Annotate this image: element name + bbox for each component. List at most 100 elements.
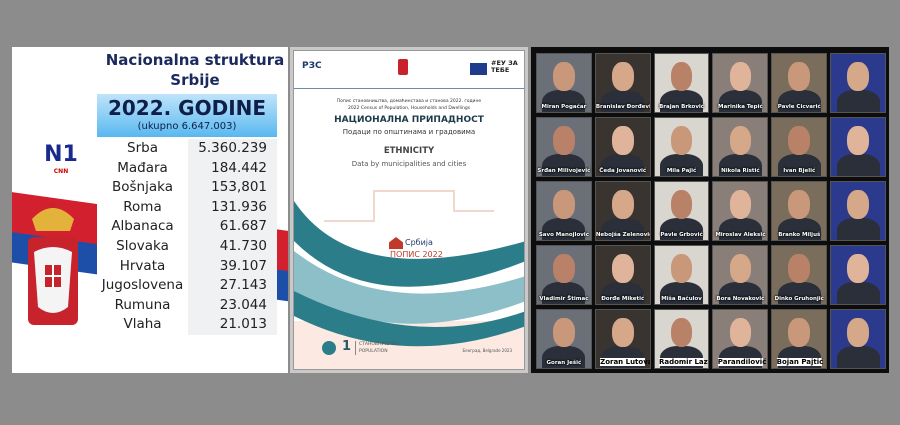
person-photo: Miša Bačulov	[653, 245, 710, 305]
person-face-icon	[729, 318, 752, 348]
desc-sr: Подаци по општинама и градовима	[342, 128, 476, 136]
table-row: Rumuna 23.044	[97, 295, 277, 316]
person-face-icon	[611, 254, 634, 284]
table-row: Mađara 184.442	[97, 158, 277, 179]
person-name: Zoran Lutovac	[600, 358, 650, 366]
eu-tag: #ЕУ ЗА ТЕБЕ	[491, 59, 518, 74]
photo-grid: Miran Pogačar Branislav Đorđević Brajan Br…	[536, 53, 886, 369]
wave-decoration	[294, 190, 524, 369]
table-row: Albanaca 61.687	[97, 217, 277, 237]
person-photo: Zoran Lutovac	[594, 309, 651, 369]
ethnicity-label: Rumuna	[97, 295, 188, 316]
person-body	[777, 89, 821, 112]
person-name: Mila Pajić	[666, 168, 697, 174]
document-page: РЗС #ЕУ ЗА ТЕБЕ Попис становништва, дома…	[293, 50, 525, 370]
title-en: ETHNICITY	[383, 146, 435, 156]
ethnicity-count: 39.107	[188, 256, 277, 277]
n1-logo: N1 CNN	[40, 142, 82, 184]
person-body	[601, 89, 645, 112]
person-face-icon	[847, 254, 869, 284]
person-body	[601, 281, 645, 304]
table-row: Jugoslovena 27.143	[97, 276, 277, 296]
table-row: Hrvata 39.107	[97, 256, 277, 277]
person-photo: Branko Miljuš	[771, 181, 828, 241]
person-photo: Mila Pajić	[653, 117, 710, 177]
person-name: Nikola Ristić	[721, 168, 760, 174]
ethnicity-count: 131.936	[188, 197, 277, 218]
person-name: Radomir Lazović	[658, 358, 708, 366]
eu-flag-icon	[470, 63, 487, 75]
ethnicity-label: Vlaha	[97, 315, 188, 335]
person-name: Miroslav Aleksić	[715, 232, 766, 238]
person-photo: Bojan Pajtić	[771, 309, 828, 369]
person-face-icon	[788, 126, 810, 156]
table-row: Srba 5.360.239	[97, 139, 277, 159]
person-photo: Dinko Gruhonjić	[771, 245, 828, 305]
brand-bottom: ПОПИС 2022	[390, 250, 443, 259]
population-icon	[322, 341, 336, 355]
brand-top: Србија	[405, 238, 433, 247]
ethnicity-count: 27.143	[188, 276, 277, 296]
person-face-icon	[611, 318, 634, 348]
person-face-icon	[553, 62, 575, 92]
person-face-icon	[553, 126, 575, 156]
person-body	[542, 217, 586, 240]
person-face-icon	[611, 126, 634, 156]
person-body	[660, 217, 704, 240]
year-header: 2022. GODINE (ukupno 6.647.003)	[97, 94, 277, 137]
person-name: Dinko Gruhonjić	[774, 296, 824, 302]
person-photo: Radomir Lazović	[653, 309, 710, 369]
rzs-logo: РЗС	[302, 61, 322, 71]
person-face-icon	[670, 126, 693, 156]
person-photo: Bora Novaković	[712, 245, 769, 305]
ethnicity-label: Hrvata	[97, 256, 188, 277]
person-face-icon	[611, 62, 634, 92]
person-face-icon	[729, 254, 752, 284]
person-body	[660, 153, 704, 176]
person-name: Bojan Pajtić	[776, 358, 824, 366]
person-photo: Vladimir Štimac	[536, 245, 592, 305]
person-photo: Miran Pogačar	[536, 53, 592, 113]
person-name: Brajan Brković	[659, 104, 705, 110]
person-face-icon	[788, 254, 810, 284]
ethnicity-count: 184.442	[188, 158, 277, 179]
person-face-icon	[729, 126, 752, 156]
person-body	[777, 153, 821, 176]
person-photo: Čeda Jovanović	[594, 117, 651, 177]
person-photo: Nikola Ristić	[712, 117, 769, 177]
person-face-icon	[729, 190, 752, 220]
person-name: Marinika Tepić	[718, 104, 763, 110]
person-photo: Branislav Đorđević	[594, 53, 651, 113]
person-body	[542, 153, 586, 176]
person-body	[777, 217, 821, 240]
census-infographic-panel: N1 CNN Nacionalna struktura Srbije 2022.…	[12, 47, 288, 373]
person-photo: Savo Manojlović	[536, 181, 592, 241]
person-face-icon	[788, 190, 810, 220]
desc-en: Data by municipalities and cities	[351, 160, 467, 168]
person-face-icon	[553, 318, 575, 348]
table-row: Slovaka 41.730	[97, 236, 277, 257]
person-face-icon	[847, 126, 869, 156]
person-photo	[830, 181, 886, 241]
publication-place: Београд, Belgrade 2023	[462, 348, 512, 353]
person-name: Nebojša Zelenović	[595, 232, 651, 238]
person-photo: Srđan Milivojević	[536, 117, 592, 177]
volume-number: 1	[342, 339, 352, 354]
person-body	[718, 281, 762, 304]
person-face-icon	[670, 318, 693, 348]
person-name: Parandilović	[717, 358, 767, 366]
person-face-icon	[788, 318, 810, 348]
person-photo: Pavle Grbović	[653, 181, 710, 241]
person-body	[542, 89, 586, 112]
census-subtitle-en: 2022 Census of Population, Households an…	[347, 106, 471, 111]
person-face-icon	[670, 62, 693, 92]
person-name: Branko Miljuš	[778, 232, 821, 238]
person-photo	[830, 117, 886, 177]
person-face-icon	[788, 62, 810, 92]
person-body	[542, 345, 586, 368]
ethnicity-table: Srba 5.360.239 Mađara 184.442 Bošnjaka 153,80…	[97, 139, 277, 335]
census-publication-cover: РЗС #ЕУ ЗА ТЕБЕ Попис становништва, дома…	[290, 47, 528, 373]
person-photo	[830, 245, 886, 305]
person-photo	[830, 309, 886, 369]
infographic-title: Nacionalna struktura Srbije	[105, 51, 285, 89]
